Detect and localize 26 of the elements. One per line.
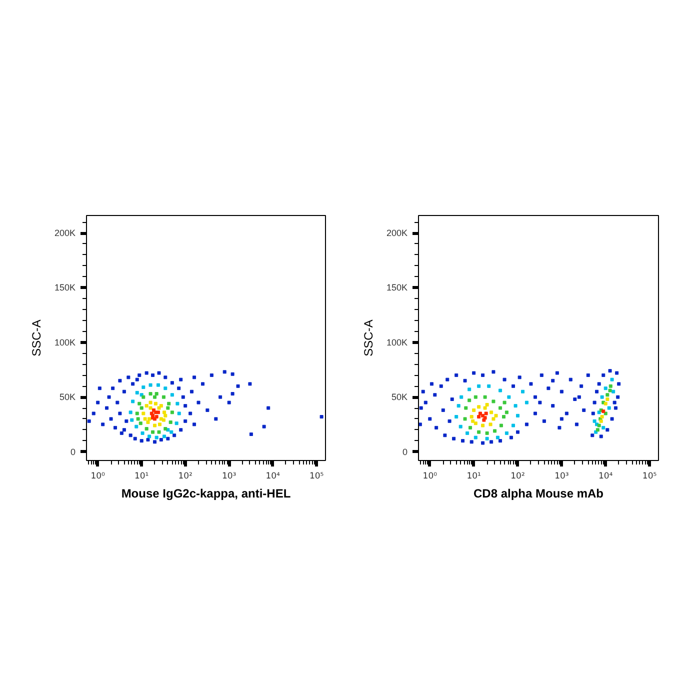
x-tick-label: 10⁰ [422, 472, 438, 482]
y-tick-label: 200K [54, 228, 76, 238]
y-tick-label: 0 [402, 446, 408, 457]
x-tick-label: 10² [510, 472, 525, 482]
y-tick-label: 50K [59, 392, 76, 402]
y-tick-label: 0 [70, 446, 76, 457]
y-tick-label: 200K [386, 228, 408, 238]
x-tick-label: 10⁰ [90, 472, 106, 482]
x-tick-label: 10² [178, 472, 192, 482]
x-tick-label: 10¹ [134, 472, 149, 482]
y-tick-label: 100K [386, 337, 408, 348]
x-tick-label: 10⁵ [642, 472, 657, 482]
y-tick-label: 150K [54, 282, 76, 293]
x-tick-label: 10⁴ [598, 472, 614, 482]
y-tick-label: 150K [386, 282, 408, 293]
x-tick-label: 10⁵ [309, 472, 324, 482]
x-tick-label: 10⁴ [266, 472, 281, 482]
x-axis-title: Mouse IgG2c-kappa, anti-HEL [121, 486, 291, 500]
x-tick-label: 10¹ [466, 472, 481, 482]
y-axis-title: SSC-A [29, 320, 44, 356]
x-tick-label: 10³ [222, 472, 236, 482]
y-tick-label: 50K [391, 392, 408, 402]
x-axis-title: CD8 alpha Mouse mAb [473, 486, 604, 500]
y-tick-label: 100K [54, 337, 76, 348]
y-axis-title: SSC-A [361, 320, 376, 356]
x-tick-label: 10³ [554, 472, 569, 482]
